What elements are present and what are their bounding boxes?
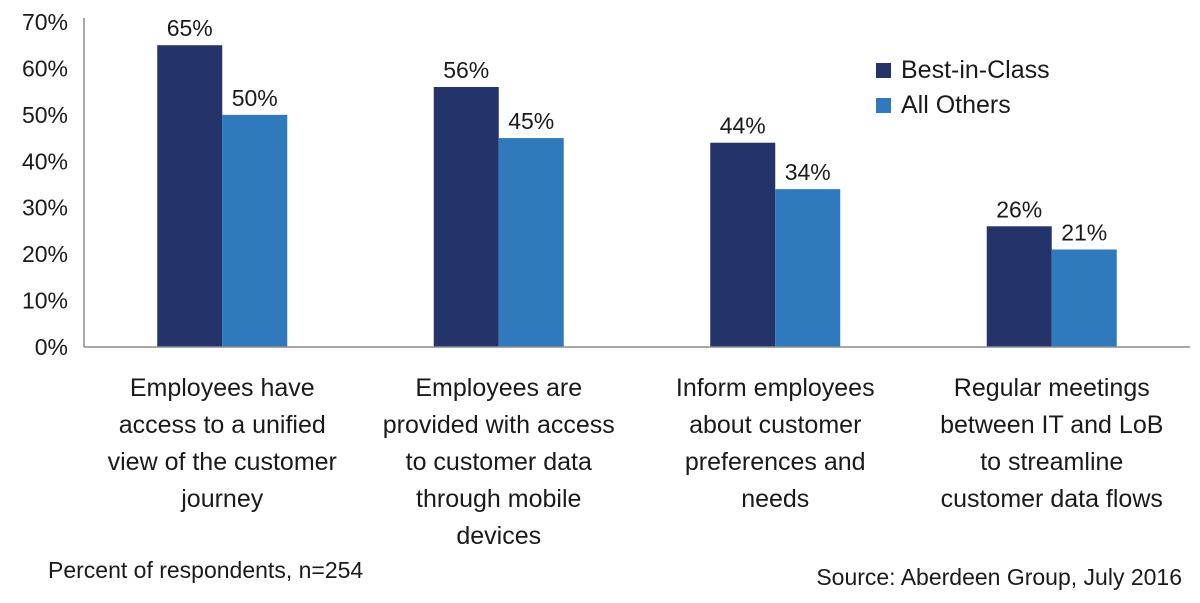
respondents-note: Percent of respondents, n=254 xyxy=(48,557,364,583)
category-label: Regular meetings between IT and LoB to str… xyxy=(940,374,1163,513)
bar-all-others-4 xyxy=(1051,249,1117,347)
y-tick-label: 70% xyxy=(22,9,68,35)
y-tick-label: 20% xyxy=(22,241,68,267)
category-label: Inform employees about customer preference… xyxy=(676,374,875,513)
legend: Best-in-Class All Others xyxy=(876,56,1050,119)
data-labels: 65% 50% 56% 45% 44% 34% 26% 21% xyxy=(167,15,1108,245)
y-tick-label: 30% xyxy=(22,195,68,221)
y-tick-label: 40% xyxy=(22,148,68,174)
data-label: 26% xyxy=(996,196,1042,222)
legend-label: All Others xyxy=(901,91,1011,119)
y-axis: 0% 10% 20% 30% 40% 50% 60% 70% xyxy=(22,9,85,360)
bar-best-in-class-2 xyxy=(433,87,499,347)
source-note: Source: Aberdeen Group, July 2016 xyxy=(816,564,1182,590)
data-label: 45% xyxy=(508,108,554,134)
bar-all-others-3 xyxy=(775,189,841,347)
bar-all-others-1 xyxy=(222,114,288,347)
bar-best-in-class-3 xyxy=(710,142,776,347)
category-label: Employees are provided with access to cust… xyxy=(383,374,615,550)
x-axis: Employees have access to a unified view of… xyxy=(84,346,1190,550)
y-tick-label: 10% xyxy=(22,288,68,314)
y-tick-label: 60% xyxy=(22,55,68,81)
y-tick-label: 50% xyxy=(22,102,68,128)
data-label: 21% xyxy=(1061,220,1107,246)
legend-swatch xyxy=(876,63,891,78)
bar-best-in-class-1 xyxy=(157,45,223,347)
bars xyxy=(157,45,1117,347)
category-label: Employees have access to a unified view of… xyxy=(108,374,337,513)
data-label: 50% xyxy=(232,85,278,111)
legend-label: Best-in-Class xyxy=(901,56,1050,84)
data-label: 44% xyxy=(720,113,766,139)
data-label: 65% xyxy=(167,15,213,41)
bar-all-others-2 xyxy=(498,138,564,347)
y-tick-label: 0% xyxy=(35,334,68,360)
bar-best-in-class-4 xyxy=(986,226,1052,347)
legend-swatch xyxy=(876,98,891,113)
data-label: 56% xyxy=(443,57,489,83)
data-label: 34% xyxy=(785,159,831,185)
